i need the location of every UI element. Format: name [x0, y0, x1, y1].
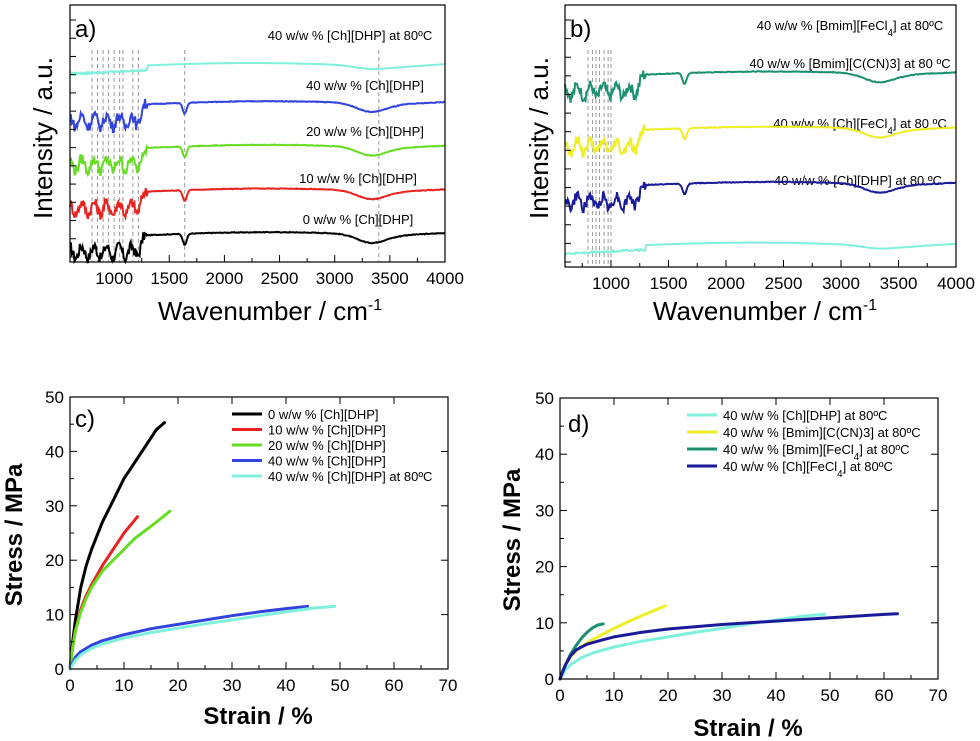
panel-a-ftir-chart: Intensity / a.u. Wavenumber / cm-1 a) 0 …	[28, 4, 464, 326]
series-line	[564, 241, 957, 256]
x-tick-label: 70	[439, 676, 458, 695]
panel-c-ylabel: Stress / MPa	[1, 463, 28, 606]
x-tick-label: 1500	[650, 274, 688, 293]
series-line	[69, 62, 446, 77]
x-tick-label: 3000	[822, 274, 860, 293]
legend-label: 40 w/w % [Ch][DHP] at 80ºC	[723, 408, 887, 423]
x-tick-label: 30	[223, 676, 242, 695]
y-tick-label: 0	[55, 660, 64, 679]
series-line	[564, 180, 957, 215]
x-tick-label: 0	[555, 686, 564, 705]
y-tick-label: 50	[45, 388, 64, 407]
series-line	[68, 421, 166, 671]
x-tick-label: 1000	[592, 274, 630, 293]
series-label: 0 w/w % [Ch][DHP]	[303, 212, 414, 227]
panel-d-xlabel: Strain / %	[693, 715, 802, 741]
legend-label: 10 w/w % [Ch][DHP]	[268, 423, 386, 438]
legend-label: 0 w/w % [Ch][DHP]	[268, 407, 379, 422]
x-tick-label: 60	[385, 676, 404, 695]
series-line	[69, 187, 446, 222]
x-tick-label: 40	[767, 686, 786, 705]
series-line	[558, 604, 667, 681]
panel-c-xlabel: Strain / %	[203, 703, 312, 730]
legend-label: 40 w/w % [Bmim][FeCl4] at 80ºC	[723, 442, 910, 463]
y-tick-label: 20	[45, 551, 64, 570]
x-tick-label: 4000	[426, 269, 464, 288]
series-label: 40 w/w % [Ch][DHP] at 80ºC	[268, 28, 432, 43]
x-tick-label: 3500	[371, 269, 409, 288]
series-line	[564, 70, 957, 104]
y-tick-label: 50	[535, 389, 554, 408]
y-tick-label: 30	[45, 497, 64, 516]
series-label: 40 w/w % [Ch][DHP] at 80 ºC	[774, 173, 942, 188]
series-line	[69, 143, 446, 178]
series-line	[564, 124, 957, 158]
plot-frame	[69, 396, 449, 670]
panel-a-label: a)	[75, 16, 96, 43]
panel-d-stress-strain-chart: Stress / MPa Strain / % d) 0 10 20 30 40 50 60…	[499, 389, 947, 741]
legend-label: 40 w/w % [Ch][FeCl4] at 80ºC	[723, 459, 893, 480]
plot-frame	[564, 4, 957, 268]
y-tick-label: 40	[45, 442, 64, 461]
y-tick-label: 40	[535, 445, 554, 464]
x-tick-label: 1000	[95, 269, 133, 288]
x-tick-label: 70	[929, 686, 948, 705]
x-tick-label: 20	[659, 686, 678, 705]
legend-label: 40 w/w % [Ch][DHP]	[268, 454, 386, 469]
x-tick-label: 2500	[765, 274, 803, 293]
x-tick-label: 10	[605, 686, 624, 705]
panel-c-stress-strain-chart: Stress / MPa Strain / % c) 0 10 20 30 40 50 60…	[1, 388, 457, 730]
x-tick-label: 4000	[937, 274, 975, 293]
panel-a-ylabel: Intensity / a.u.	[28, 57, 58, 219]
x-tick-label: 3500	[880, 274, 918, 293]
x-tick-label: 20	[169, 676, 188, 695]
series-line	[69, 230, 446, 265]
panel-a-xlabel: Wavenumber / cm-1	[158, 296, 382, 326]
series-line	[68, 509, 172, 671]
x-tick-label: 2500	[261, 269, 299, 288]
x-tick-label: 0	[65, 676, 74, 695]
y-tick-label: 0	[545, 670, 554, 689]
y-tick-label: 20	[535, 558, 554, 577]
panel-d-label: d)	[568, 411, 589, 438]
x-tick-label: 50	[331, 676, 350, 695]
x-tick-label: 2000	[205, 269, 243, 288]
plot-frame	[69, 4, 446, 263]
x-tick-label: 30	[713, 686, 732, 705]
y-tick-label: 30	[535, 501, 554, 520]
series-line	[68, 604, 337, 671]
legend-label: 40 w/w % [Bmim][C(CN)3] at 80ºC	[723, 425, 921, 440]
series-label: 40 w/w % [Bmim][FeCl4] at 80ºC	[757, 18, 944, 39]
x-tick-label: 3000	[316, 269, 354, 288]
series-label: 20 w/w % [Ch][DHP]	[306, 124, 424, 139]
x-tick-label: 50	[821, 686, 840, 705]
panel-b-xlabel: Wavenumber / cm-1	[653, 296, 877, 326]
series-label: 40 w/w % [Ch][DHP]	[306, 78, 424, 93]
series-line	[68, 604, 310, 671]
x-tick-label: 40	[277, 676, 296, 695]
legend-label: 40 w/w % [Ch][DHP] at 80ºC	[268, 469, 432, 484]
legend-label: 20 w/w % [Ch][DHP]	[268, 438, 386, 453]
series-label: 10 w/w % [Ch][DHP]	[299, 171, 417, 186]
panel-b-ftir-chart: Intensity / a.u. Wavenumber / cm-1 b) 40…	[524, 4, 975, 326]
x-tick-label: 60	[875, 686, 894, 705]
panel-d-ylabel: Stress / MPa	[499, 468, 526, 611]
x-tick-label: 10	[115, 676, 134, 695]
series-label: 40 w/w % [Bmim][C(CN)3] at 80 ºC	[749, 56, 950, 71]
panel-b-ylabel: Intensity / a.u.	[524, 57, 554, 219]
panel-b-label: b)	[570, 16, 591, 43]
y-tick-label: 10	[45, 606, 64, 625]
series-line	[69, 98, 446, 134]
y-tick-label: 10	[535, 614, 554, 633]
x-tick-label: 2000	[707, 274, 745, 293]
series-line	[558, 612, 899, 681]
panel-c-label: c)	[75, 406, 95, 433]
x-tick-label: 1500	[150, 269, 188, 288]
